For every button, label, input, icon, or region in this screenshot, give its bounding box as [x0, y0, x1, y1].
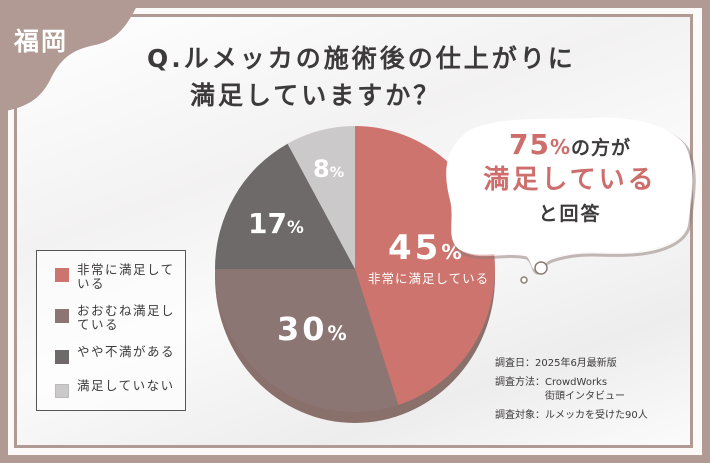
survey-target: 調査対象： ルメッカを受けた90人 [495, 410, 648, 421]
legend-swatch [55, 384, 69, 398]
slice-label-17: 17% [248, 207, 304, 240]
callout-line3: と回答 [538, 203, 602, 225]
legend-item-not-satisfied: 満足していない [55, 379, 175, 398]
chart-legend: 非常に満足している おおむね満足している やや不満がある 満足していない [36, 250, 186, 411]
region-tag: 福岡 [14, 27, 69, 56]
survey-method: 調査方法： CrowdWorks 街頭インタビュー [495, 377, 625, 402]
legend-item-somewhat-dissatisfied: やや不満がある [55, 345, 175, 364]
pie-slice-1 [215, 269, 399, 412]
callout-percent: 75 [508, 128, 550, 161]
legend-swatch [55, 268, 69, 282]
slice-label-30: 30% [277, 310, 350, 348]
legend-item-very-satisfied: 非常に満足している [55, 263, 177, 291]
legend-swatch [55, 309, 69, 323]
thought-bubble [446, 117, 696, 284]
slice-label-8: 8% [313, 155, 345, 183]
pie-slice-2 [215, 143, 355, 269]
survey-info: 調査日： 2025年6月最新版 調査方法： CrowdWorks 街頭インタビュー … [495, 357, 648, 428]
survey-date: 調査日： 2025年6月最新版 [495, 358, 617, 369]
callout-text: 75%の方が 満足している と回答 [470, 128, 670, 226]
pie-slice-3 [287, 126, 355, 269]
callout-line2: 満足している [483, 165, 657, 195]
question-title: Q.ルメッカの施術後の仕上がりに 満足していますか？ [147, 40, 576, 114]
question-line1: Q.ルメッカの施術後の仕上がりに [147, 44, 576, 73]
legend-item-mostly-satisfied: おおむね満足している [55, 304, 177, 332]
region-corner-shape [0, 0, 150, 120]
legend-swatch [55, 350, 69, 364]
question-line2: 満足していますか？ [190, 81, 442, 110]
slice-sublabel-45: 非常に満足している [368, 271, 490, 286]
slice-label-45: 45% [388, 228, 465, 268]
